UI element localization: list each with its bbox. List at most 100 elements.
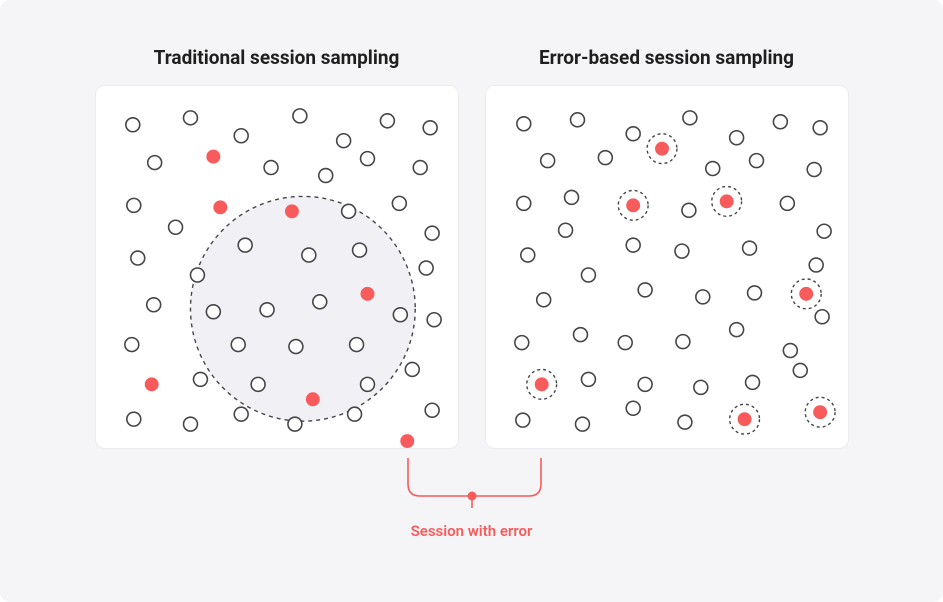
session-dot <box>705 162 719 176</box>
session-dot <box>425 226 439 240</box>
error-based-svg <box>486 86 848 448</box>
session-dot <box>514 336 528 350</box>
session-dot <box>292 109 306 123</box>
session-dot <box>193 372 207 386</box>
session-dot <box>130 251 144 265</box>
session-dot <box>749 154 763 168</box>
session-dot <box>125 118 139 132</box>
session-dot <box>419 261 433 275</box>
session-dot <box>695 290 709 304</box>
session-dot <box>729 131 743 145</box>
session-dot <box>813 121 827 135</box>
session-dot <box>380 114 394 128</box>
session-dot <box>815 310 829 324</box>
session-dot <box>793 363 807 377</box>
session-dot <box>352 243 366 257</box>
session-dot <box>231 338 245 352</box>
session-dot <box>783 344 797 358</box>
session-dot <box>674 244 688 258</box>
legend: Session with error <box>0 458 943 540</box>
session-dot <box>183 111 197 125</box>
legend-marker <box>467 492 476 501</box>
session-dot <box>540 154 554 168</box>
session-dot <box>264 161 278 175</box>
legend-bracket <box>408 458 541 496</box>
session-dot <box>238 238 252 252</box>
session-dot <box>126 412 140 426</box>
session-dot <box>360 152 374 166</box>
session-dot <box>405 362 419 376</box>
session-dot <box>573 328 587 342</box>
session-dot <box>564 190 578 204</box>
session-dot <box>146 298 160 312</box>
session-dot <box>598 151 612 165</box>
error-dot <box>719 194 733 208</box>
error-dot <box>360 287 374 301</box>
error-dot <box>655 142 669 156</box>
session-dot <box>638 283 652 297</box>
session-dot <box>515 413 529 427</box>
session-dot <box>809 258 823 272</box>
session-dot <box>234 129 248 143</box>
session-dot <box>190 268 204 282</box>
session-dot <box>745 375 759 389</box>
session-dot <box>626 401 640 415</box>
session-dot <box>392 196 406 210</box>
session-dot <box>817 224 831 238</box>
session-dot <box>423 121 437 135</box>
error-dot <box>213 200 227 214</box>
session-dot <box>581 372 595 386</box>
session-dot <box>729 323 743 337</box>
session-dot <box>341 204 355 218</box>
error-dot <box>284 204 298 218</box>
traditional-svg <box>96 86 458 448</box>
session-dot <box>312 295 326 309</box>
session-dot <box>427 313 441 327</box>
session-dot <box>516 196 530 210</box>
session-dot <box>675 335 689 349</box>
session-dot <box>425 403 439 417</box>
session-dot <box>288 340 302 354</box>
session-dot <box>126 198 140 212</box>
error-dot <box>737 412 751 426</box>
session-dot <box>747 286 761 300</box>
session-dot <box>558 223 572 237</box>
session-dot <box>516 117 530 131</box>
session-dot <box>206 305 220 319</box>
session-dot <box>807 163 821 177</box>
session-dot <box>336 134 350 148</box>
error-dot <box>305 392 319 406</box>
session-dot <box>183 417 197 431</box>
session-dot <box>682 111 696 125</box>
traditional-panel <box>95 85 459 449</box>
error-dot <box>534 377 548 391</box>
session-dot <box>318 169 332 183</box>
session-dot <box>260 303 274 317</box>
session-dot <box>618 336 632 350</box>
legend-connector <box>72 458 872 518</box>
session-dot <box>638 377 652 391</box>
session-dot <box>780 196 794 210</box>
session-dot <box>536 293 550 307</box>
session-dot <box>360 377 374 391</box>
session-dot <box>570 113 584 127</box>
error-dot <box>144 377 158 391</box>
error-dot <box>400 434 414 448</box>
session-dot <box>301 248 315 262</box>
session-dot <box>347 407 361 421</box>
traditional-title: Traditional session sampling <box>154 46 400 69</box>
session-dot <box>742 241 756 255</box>
error-based-title: Error-based session sampling <box>539 46 794 69</box>
session-dot <box>393 308 407 322</box>
session-dot <box>693 380 707 394</box>
session-dot <box>349 338 363 352</box>
session-dot <box>124 338 138 352</box>
error-dot <box>813 405 827 419</box>
session-dot <box>251 377 265 391</box>
session-dot <box>681 203 695 217</box>
error-dot <box>626 198 640 212</box>
session-dot <box>581 268 595 282</box>
session-dot <box>626 238 640 252</box>
session-dot <box>287 417 301 431</box>
session-dot <box>626 127 640 141</box>
